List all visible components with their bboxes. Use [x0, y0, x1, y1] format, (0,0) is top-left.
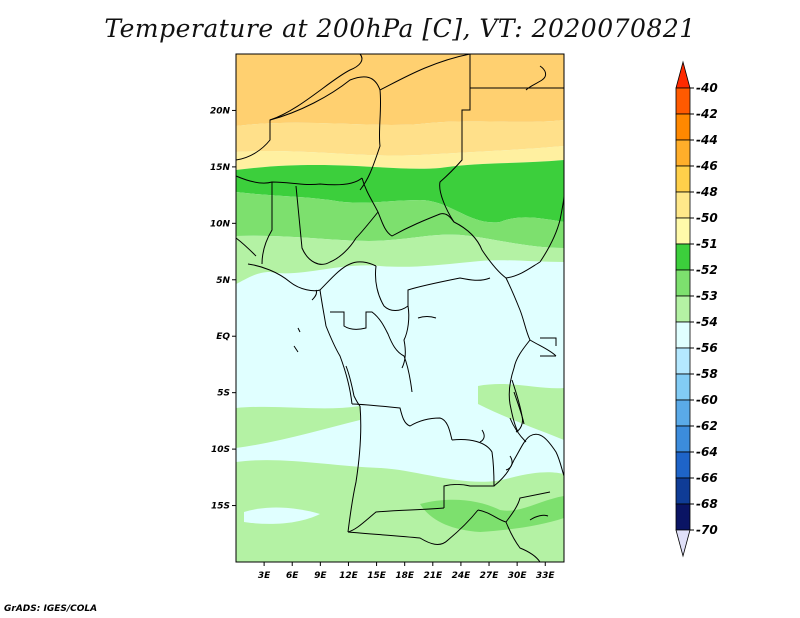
chart-title: Temperature at 200hPa [C], VT: 202007082… [104, 14, 696, 43]
colorbar-label: -68 [696, 497, 718, 511]
lon-tick-label: 12E [339, 571, 359, 581]
field-yellow-51 [236, 146, 564, 170]
colorbar-label: -46 [696, 159, 718, 173]
grads-credit: GrADS: IGES/COLA [4, 604, 98, 614]
lon-tick-label: 33E [536, 571, 556, 581]
lon-tick-label: 24E [452, 571, 472, 581]
colorbar-label: -60 [696, 393, 718, 407]
colorbar-swatch [675, 113, 691, 141]
lat-tick-label: 10N [210, 219, 231, 229]
colorbar-swatch [675, 191, 691, 219]
colorbar-swatch [675, 165, 691, 193]
lon-tick-label: 15E [367, 571, 387, 581]
colorbar-swatch [675, 347, 691, 375]
lat-tick-label: 20N [210, 106, 231, 116]
field-green-53 [236, 192, 564, 248]
colorbar-swatch [675, 451, 691, 479]
colorbar-label: -48 [696, 185, 718, 199]
colorbar-swatch [675, 243, 691, 271]
map-frame [235, 53, 565, 563]
colorbar-swatch [675, 399, 691, 427]
lat-tick-label: EQ [216, 332, 230, 342]
colorbar-label: -54 [696, 315, 718, 329]
colorbar-label: -62 [696, 419, 718, 433]
colorbar-swatch [675, 217, 691, 245]
colorbar-label: -52 [696, 263, 718, 277]
colorbar: -40 -42 -44 -46 -48 -50 -51 -52 -53 -54 -56 -58 -60 -… [675, 60, 718, 558]
colorbar-swatch [675, 269, 691, 297]
lat-tick-label: 15N [210, 163, 231, 173]
colorbar-label: -70 [696, 523, 718, 537]
field-orange-48 [236, 54, 564, 126]
colorbar-swatch [675, 503, 691, 531]
colorbar-label: -50 [696, 211, 718, 225]
lat-tick-label: 15S [211, 502, 230, 512]
colorbar-swatch [675, 60, 691, 89]
lon-axis: 3E 6E 9E 12E 15E 18E 21E 24E 27E 30E 33E [258, 562, 556, 581]
field-green-south-west [236, 406, 360, 448]
lon-tick-label: 18E [395, 571, 415, 581]
colorbar-swatch [675, 477, 691, 505]
colorbar-label: -53 [696, 289, 718, 303]
colorbar-swatch [675, 373, 691, 401]
colorbar-label: -66 [696, 471, 718, 485]
colorbar-label: -58 [696, 367, 718, 381]
colorbar-swatch [675, 87, 691, 115]
colorbar-label: -40 [696, 81, 718, 95]
lakes [293, 65, 547, 471]
colorbar-swatch [675, 425, 691, 453]
colorbar-label: -51 [696, 237, 718, 251]
colorbar-swatch [675, 529, 691, 558]
colorbar-label: -42 [696, 107, 718, 121]
colorbar-label: -64 [696, 445, 718, 459]
lat-tick-label: 5N [216, 276, 230, 286]
colorbar-swatch [675, 321, 691, 349]
lat-axis: 20N 15N 10N 5N EQ 5S 10S 15S [210, 106, 236, 512]
borders [235, 53, 565, 563]
field-green-52 [236, 160, 564, 223]
field-green-53-south [420, 496, 564, 532]
lon-tick-label: 3E [258, 571, 271, 581]
colorbar-swatch [675, 139, 691, 167]
lon-tick-label: 30E [508, 571, 528, 581]
lat-tick-label: 10S [211, 445, 230, 455]
lon-tick-label: 21E [423, 571, 443, 581]
lon-tick-label: 9E [314, 571, 327, 581]
colorbar-swatch [675, 295, 691, 323]
lon-tick-label: 27E [480, 571, 500, 581]
colorbar-label: -44 [696, 133, 718, 147]
field-green-54 [236, 234, 564, 284]
colorbar-label: -56 [696, 341, 718, 355]
field-yellow-50 [236, 120, 564, 156]
field-cyan-patch [244, 507, 320, 524]
lat-tick-label: 5S [217, 389, 230, 399]
lon-tick-label: 6E [286, 571, 299, 581]
map-panel [235, 53, 565, 563]
